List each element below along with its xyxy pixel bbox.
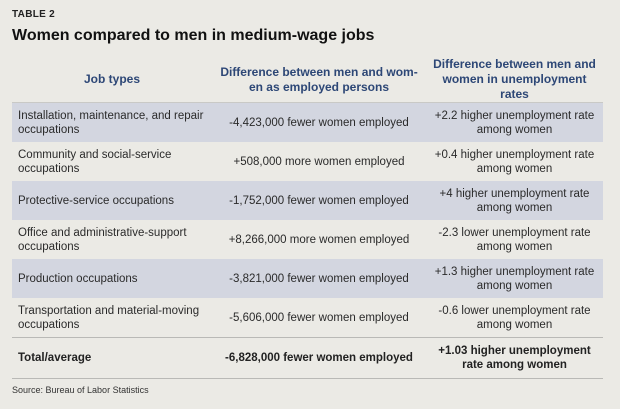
cell-unemployment-difference: -0.6 lower unemployment rate among women — [426, 298, 603, 338]
cell-unemployment-difference: +4 higher unemployment rate among women — [426, 181, 603, 220]
table-tag: TABLE 2 — [12, 9, 56, 20]
cell-employment-difference: +508,000 more women employed — [212, 142, 426, 181]
cell-employment-difference: -3,821,000 fewer women employed — [212, 259, 426, 298]
column-header-job-types: Job types — [12, 57, 212, 103]
header-row: Job types Difference between men and wom… — [12, 57, 603, 103]
cell-employment-difference: -4,423,000 fewer women employed — [212, 102, 426, 142]
table-row: Office and administrative-support occupa… — [12, 220, 603, 259]
total-row: Total/average -6,828,000 fewer women emp… — [12, 337, 603, 379]
cell-job-type: Protective-service occupations — [12, 181, 212, 220]
cell-employment-difference: -1,752,000 fewer women employed — [212, 181, 426, 220]
cell-employment-difference: -5,606,000 fewer women employed — [212, 298, 426, 338]
cell-job-type: Office and administrative-support occupa… — [12, 220, 212, 259]
cell-unemployment-difference: +2.2 higher unemployment rate among wome… — [426, 102, 603, 142]
column-header-employment-difference: Difference between men and wom-en as emp… — [212, 57, 426, 103]
cell-job-type: Transportation and material-moving occup… — [12, 298, 212, 338]
cell-total-unemployment-difference: +1.03 higher unemployment rate among wom… — [426, 337, 603, 379]
table-row: Protective-service occupations -1,752,00… — [12, 181, 603, 220]
cell-job-type: Community and social-service occupations — [12, 142, 212, 181]
cell-unemployment-difference: +0.4 higher unemployment rate among wome… — [426, 142, 603, 181]
cell-employment-difference: +8,266,000 more women employed — [212, 220, 426, 259]
cell-job-type: Installation, maintenance, and repair oc… — [12, 102, 212, 142]
cell-job-type: Production occupations — [12, 259, 212, 298]
table-row: Production occupations -3,821,000 fewer … — [12, 259, 603, 298]
table-row: Community and social-service occupations… — [12, 142, 603, 181]
source-note: Source: Bureau of Labor Statistics — [12, 385, 149, 395]
data-table: Job types Difference between men and wom… — [12, 57, 603, 379]
table-title: Women compared to men in medium-wage job… — [12, 27, 375, 44]
cell-total-employment-difference: -6,828,000 fewer women employed — [212, 337, 426, 379]
cell-unemployment-difference: -2.3 lower unemployment rate among women — [426, 220, 603, 259]
table-row: Installation, maintenance, and repair oc… — [12, 102, 603, 142]
column-header-unemployment-difference: Difference between men and women in unem… — [426, 57, 603, 103]
table-row: Transportation and material-moving occup… — [12, 298, 603, 338]
cell-unemployment-difference: +1.3 higher unemployment rate among wome… — [426, 259, 603, 298]
cell-total-label: Total/average — [12, 337, 212, 379]
